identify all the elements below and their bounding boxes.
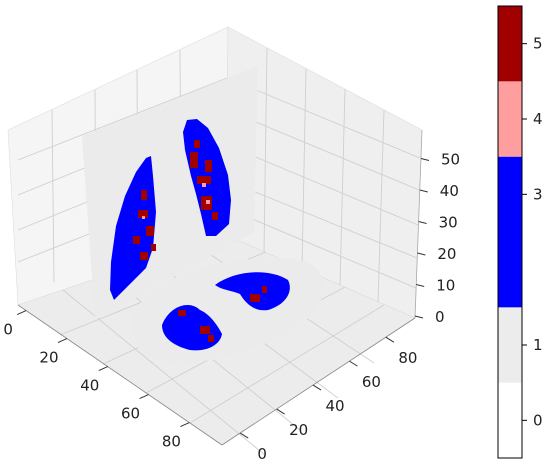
y-axis-line bbox=[221, 317, 416, 446]
colorbar-tick-label: 3 bbox=[533, 185, 543, 203]
colorbar-tick-label: 1 bbox=[533, 336, 543, 354]
x-axis: 0 20 40 60 80 bbox=[3, 304, 223, 451]
z-tick-label: 0 bbox=[435, 308, 445, 326]
z-tick-mark bbox=[418, 221, 427, 224]
z-tick-label: 50 bbox=[441, 151, 460, 169]
z-tick-mark bbox=[414, 315, 424, 319]
x-tick-mark bbox=[98, 366, 108, 372]
colorbar-band-5 bbox=[498, 6, 522, 82]
x-axis-line bbox=[17, 304, 223, 446]
colorbar-outline bbox=[497, 5, 523, 459]
axial-lesions bbox=[178, 286, 267, 342]
z-tick-mark bbox=[419, 189, 428, 193]
axial-lung-left bbox=[162, 305, 222, 351]
z-tick-mark bbox=[420, 158, 430, 161]
y-tick-label: 20 bbox=[289, 421, 308, 439]
z-axis: 0 10 20 30 40 50 bbox=[414, 151, 460, 326]
y-tick-mark bbox=[385, 336, 395, 343]
z-tick-label: 10 bbox=[436, 277, 455, 295]
x-tick-label: 40 bbox=[80, 377, 99, 395]
coronal-slice bbox=[82, 66, 258, 320]
colorbar-tick-label: 0 bbox=[533, 411, 543, 429]
colorbar-band-3 bbox=[498, 156, 522, 308]
colorbar-tick-label: 5 bbox=[533, 35, 543, 53]
y-tick-label: 40 bbox=[325, 397, 344, 415]
z-axis-spine bbox=[414, 129, 423, 319]
colorbar-band-1 bbox=[498, 307, 522, 383]
x-tick-mark bbox=[57, 338, 68, 344]
y-tick-label: 0 bbox=[257, 445, 267, 463]
x-tick-label: 80 bbox=[162, 433, 181, 451]
x-tick-mark bbox=[180, 422, 190, 428]
colorbar-band-0 bbox=[498, 382, 522, 458]
z-tick-label: 20 bbox=[437, 245, 456, 263]
y-axis: 0 20 40 60 80 bbox=[221, 317, 417, 463]
coronal-lesions-light bbox=[142, 183, 210, 219]
y-tick-label: 60 bbox=[362, 373, 381, 391]
y-tick-mark bbox=[276, 408, 285, 415]
z-tick-mark bbox=[416, 284, 425, 287]
x-tick-label: 0 bbox=[3, 321, 13, 339]
x-tick-label: 20 bbox=[39, 349, 58, 367]
y-tick-mark bbox=[239, 432, 249, 439]
colorbar-band-4 bbox=[498, 81, 522, 157]
x-tick-label: 60 bbox=[121, 405, 140, 423]
x-tick-mark bbox=[139, 394, 149, 400]
z-tick-label: 30 bbox=[439, 214, 458, 232]
x-tick-mark bbox=[16, 310, 27, 316]
colorbar: 0 1 3 4 5 bbox=[497, 5, 543, 459]
y-tick-label: 80 bbox=[398, 349, 417, 367]
axial-lung-right bbox=[215, 272, 290, 311]
z-tick-mark bbox=[417, 252, 426, 256]
z-tick-label: 40 bbox=[440, 182, 459, 200]
y-tick-mark bbox=[349, 360, 358, 367]
y-tick-mark bbox=[312, 384, 322, 391]
axial-slice bbox=[131, 257, 324, 363]
colorbar-tick-label: 4 bbox=[533, 110, 543, 128]
